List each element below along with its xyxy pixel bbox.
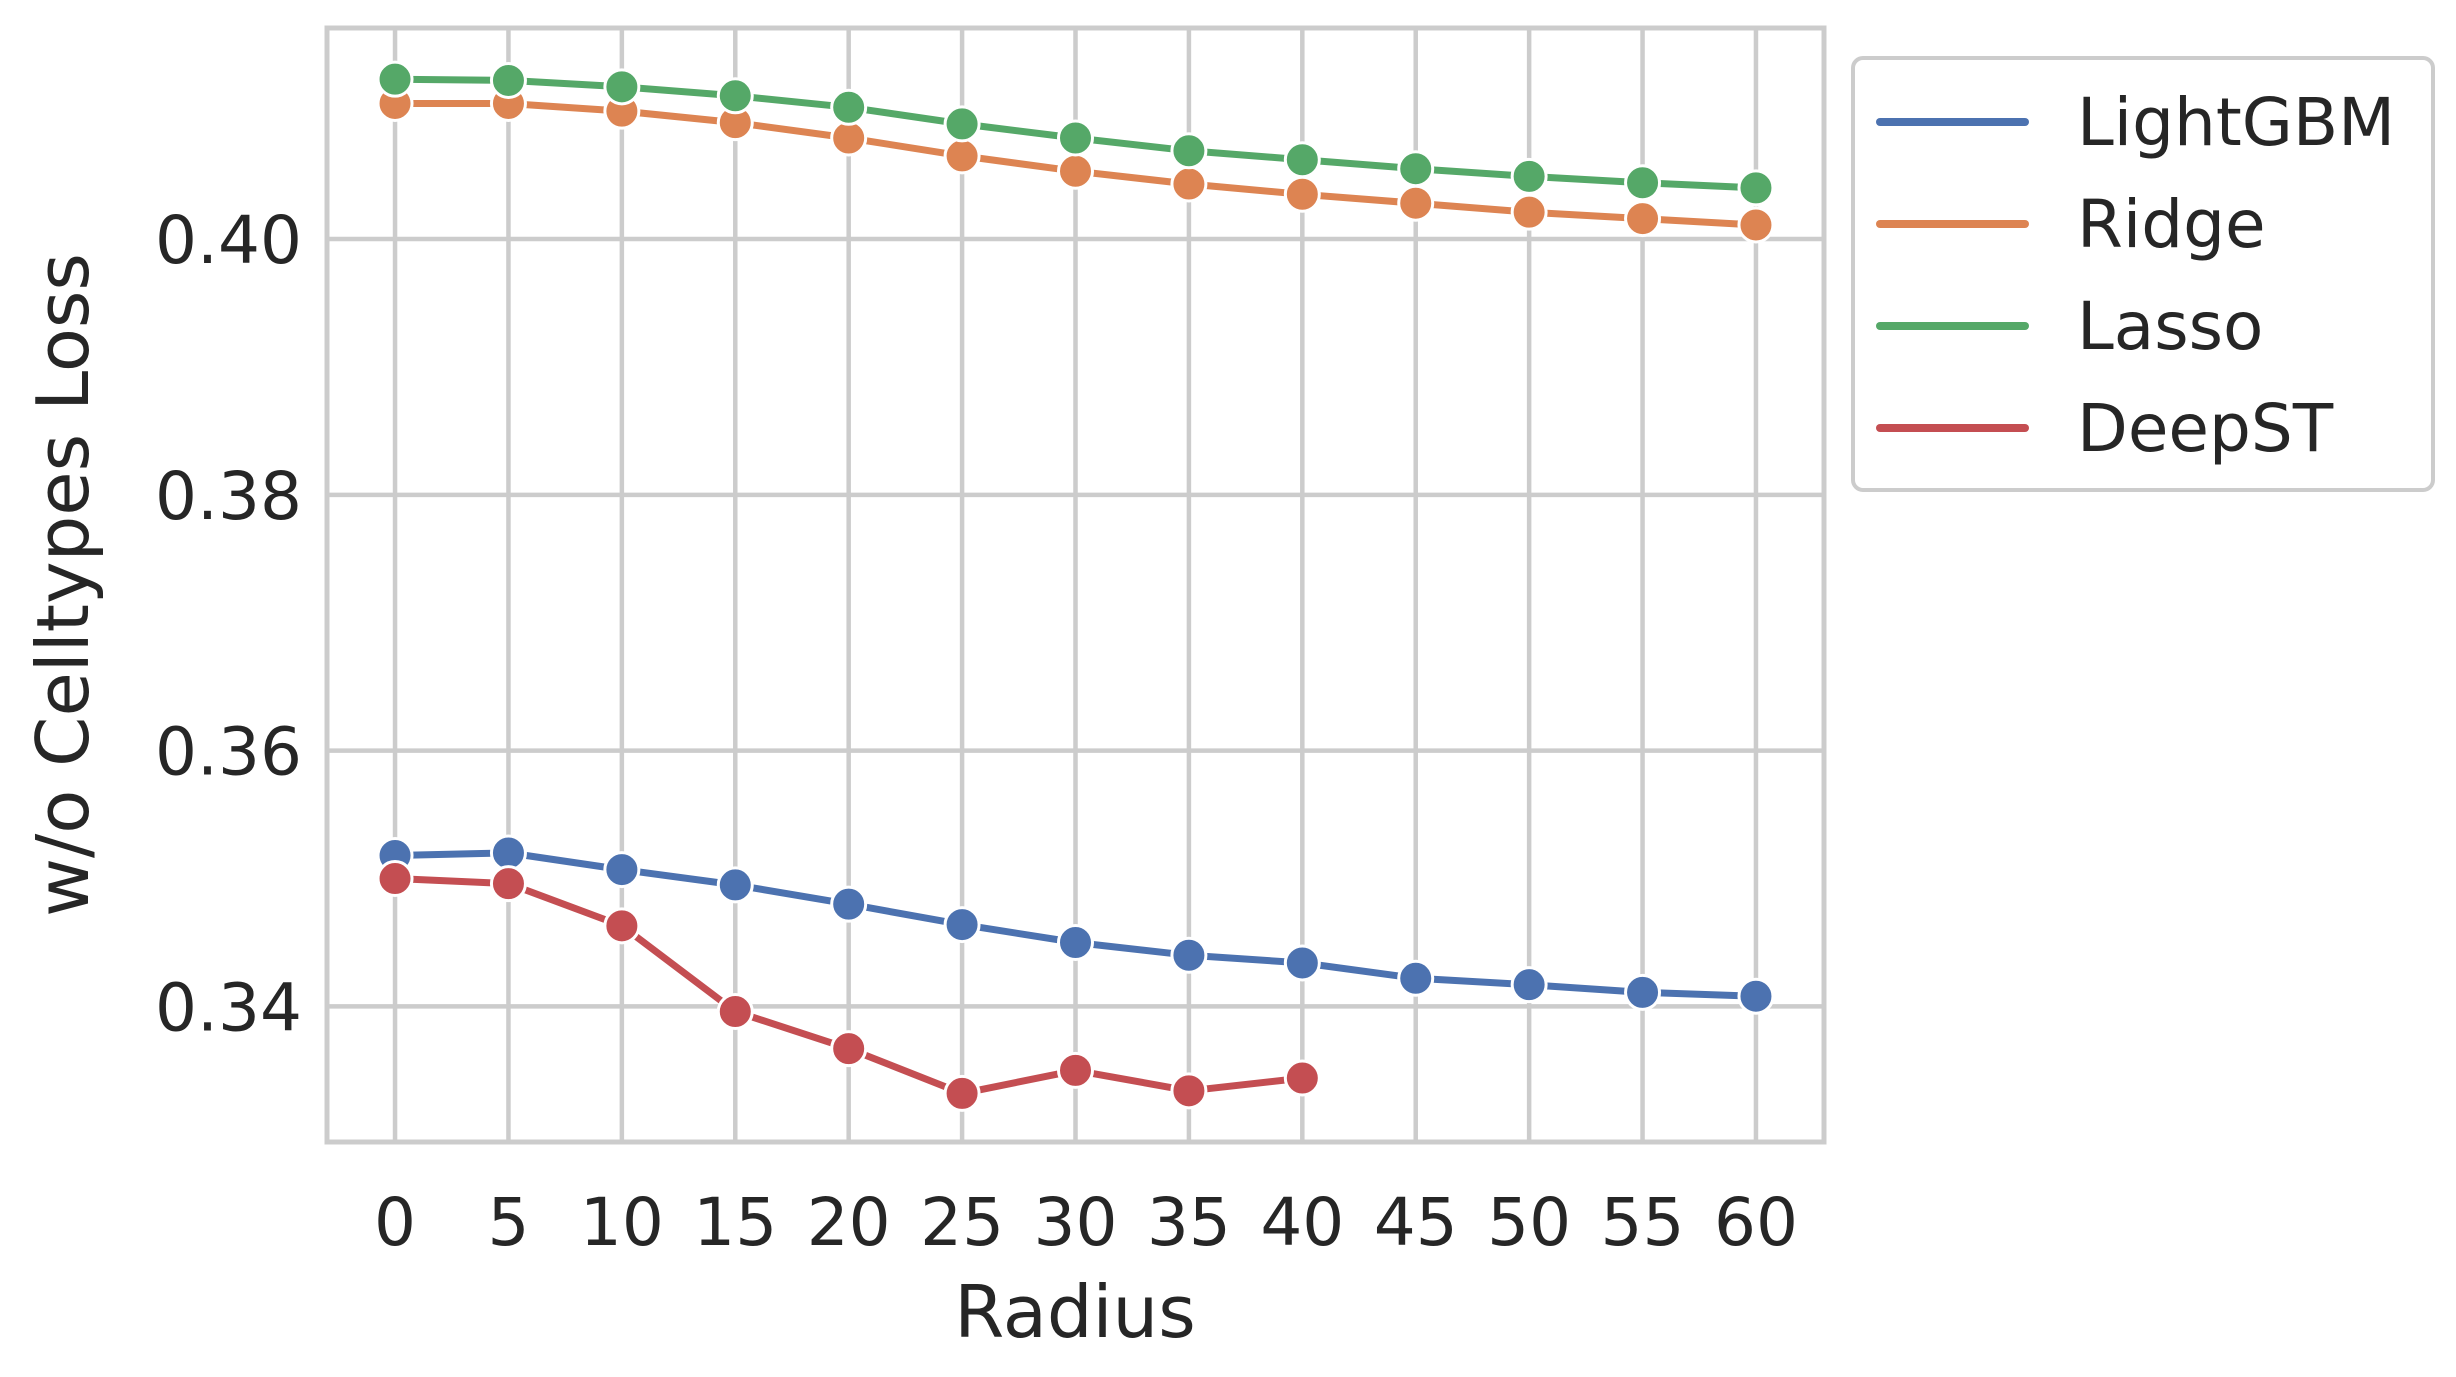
legend-item: DeepST bbox=[1876, 390, 2334, 467]
legend-items: LightGBM Ridge Lasso DeepST bbox=[1876, 84, 2395, 467]
data-point bbox=[489, 61, 527, 99]
data-point bbox=[1510, 193, 1548, 231]
x-tick-label: 25 bbox=[920, 1184, 1004, 1261]
data-point bbox=[1510, 157, 1548, 195]
legend-item: Lasso bbox=[1876, 288, 2263, 365]
y-tick-labels: 0.34 0.36 0.38 0.40 bbox=[155, 202, 302, 1046]
legend-label: Lasso bbox=[2077, 288, 2263, 365]
data-point bbox=[943, 906, 981, 944]
legend: LightGBM Ridge Lasso DeepST bbox=[1851, 56, 2435, 492]
data-point bbox=[1283, 141, 1321, 179]
data-point bbox=[1283, 944, 1321, 982]
data-point bbox=[943, 137, 981, 175]
data-point bbox=[376, 60, 414, 98]
data-point bbox=[830, 885, 868, 923]
x-tick-label: 10 bbox=[580, 1184, 664, 1261]
x-tick-label: 40 bbox=[1260, 1184, 1344, 1261]
data-point bbox=[943, 1074, 981, 1112]
data-point bbox=[716, 866, 754, 904]
data-point bbox=[1170, 1072, 1208, 1110]
data-point bbox=[1170, 132, 1208, 170]
data-point bbox=[1283, 175, 1321, 213]
legend-item: LightGBM bbox=[1876, 84, 2395, 161]
data-point bbox=[489, 834, 527, 872]
data-point bbox=[830, 88, 868, 126]
data-point bbox=[1057, 152, 1094, 190]
data-point bbox=[1170, 936, 1208, 974]
data-point bbox=[1737, 169, 1775, 207]
data-point bbox=[376, 860, 414, 898]
data-point bbox=[603, 68, 641, 106]
data-point bbox=[716, 993, 754, 1031]
y-axis-title: w/o Celltypes Loss bbox=[21, 253, 105, 917]
y-tick-label: 0.40 bbox=[155, 202, 302, 279]
legend-label: LightGBM bbox=[2077, 84, 2395, 161]
data-point bbox=[1397, 184, 1435, 222]
data-point bbox=[1170, 165, 1208, 203]
data-point bbox=[603, 851, 641, 889]
y-tick-label: 0.38 bbox=[155, 458, 302, 535]
y-tick-label: 0.36 bbox=[155, 714, 302, 791]
series-lasso bbox=[376, 60, 1775, 207]
data-point bbox=[1624, 200, 1662, 238]
y-tick-label: 0.34 bbox=[155, 969, 302, 1046]
x-tick-label: 5 bbox=[487, 1184, 529, 1261]
data-point bbox=[1624, 973, 1662, 1011]
x-tick-label: 50 bbox=[1487, 1184, 1571, 1261]
data-point bbox=[1057, 923, 1094, 961]
x-tick-label: 20 bbox=[807, 1184, 891, 1261]
data-point bbox=[716, 77, 754, 115]
legend-frame bbox=[1851, 56, 2435, 492]
x-tick-label: 60 bbox=[1714, 1184, 1798, 1261]
plot-frame bbox=[324, 25, 1827, 1145]
x-axis-title: Radius bbox=[954, 1270, 1195, 1354]
x-tick-label: 35 bbox=[1147, 1184, 1231, 1261]
x-tick-label: 45 bbox=[1374, 1184, 1458, 1261]
x-tick-label: 15 bbox=[693, 1184, 777, 1261]
data-point bbox=[1397, 150, 1435, 188]
x-tick-label: 55 bbox=[1601, 1184, 1685, 1261]
data-point bbox=[1057, 1051, 1094, 1089]
data-point bbox=[1510, 966, 1548, 1004]
x-tick-labels: 0 5 10 15 20 25 30 35 40 45 50 55 60 bbox=[374, 1184, 1798, 1261]
series-deepst bbox=[376, 860, 1321, 1112]
data-point bbox=[1737, 977, 1775, 1015]
data-point bbox=[489, 865, 527, 903]
x-tick-label: 0 bbox=[374, 1184, 416, 1261]
data-point bbox=[1283, 1059, 1321, 1097]
legend-item: Ridge bbox=[1876, 186, 2266, 263]
data-point bbox=[1057, 119, 1094, 157]
data-point bbox=[603, 907, 641, 945]
legend-label: DeepST bbox=[2077, 390, 2334, 467]
data-point bbox=[1397, 959, 1435, 997]
data-point bbox=[830, 1030, 868, 1068]
data-point bbox=[1737, 206, 1775, 244]
x-tick-label: 30 bbox=[1034, 1184, 1118, 1261]
legend-label: Ridge bbox=[2077, 186, 2266, 263]
data-point bbox=[830, 119, 868, 157]
data-point bbox=[943, 105, 981, 143]
series-layer bbox=[376, 60, 1775, 1112]
series-lightgbm bbox=[376, 834, 1775, 1015]
grid-lines bbox=[327, 28, 1824, 1142]
data-point bbox=[1624, 164, 1662, 202]
